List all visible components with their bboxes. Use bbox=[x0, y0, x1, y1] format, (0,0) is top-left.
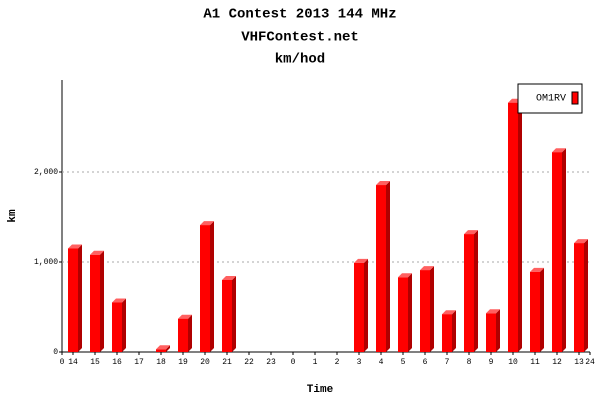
bar-top bbox=[68, 244, 82, 249]
bar bbox=[530, 271, 540, 352]
bar bbox=[486, 313, 496, 352]
bar bbox=[200, 225, 210, 352]
chart-subtitle: VHFContest.net bbox=[241, 30, 359, 46]
bar-side bbox=[562, 148, 566, 352]
y-tick-label: 0 bbox=[53, 348, 58, 357]
bar-side bbox=[78, 244, 82, 352]
bar bbox=[222, 280, 232, 352]
bar-top bbox=[178, 314, 192, 319]
bar-top bbox=[552, 148, 566, 153]
bar-side bbox=[122, 298, 126, 352]
bar-side bbox=[364, 258, 368, 352]
bar-top bbox=[112, 298, 126, 303]
x-tick-label: 15 bbox=[90, 358, 100, 367]
bar bbox=[464, 234, 474, 352]
bar bbox=[112, 302, 122, 352]
bar-side bbox=[166, 345, 170, 352]
bar bbox=[552, 152, 562, 352]
x-tick-label: 20 bbox=[200, 358, 210, 367]
bar-top bbox=[222, 276, 236, 280]
x-tick-label: 3 bbox=[357, 358, 362, 367]
y-tick-label: 2,000 bbox=[34, 168, 58, 177]
bar bbox=[354, 262, 364, 352]
bar-top bbox=[156, 345, 170, 350]
bar bbox=[442, 314, 452, 352]
x-tick-label: 11 bbox=[530, 358, 540, 367]
bar-top bbox=[354, 258, 368, 263]
bar bbox=[90, 254, 100, 352]
x-tick-label: 2 bbox=[335, 358, 340, 367]
x-tick-label: 18 bbox=[156, 358, 166, 367]
bar-side bbox=[496, 309, 500, 352]
bar-side bbox=[386, 181, 390, 352]
bar-top bbox=[442, 310, 456, 315]
bar-side bbox=[474, 230, 478, 352]
x-tick-label: 14 bbox=[68, 358, 78, 367]
y-tick-label: 1,000 bbox=[34, 258, 58, 267]
bar bbox=[156, 349, 166, 352]
bar-top bbox=[486, 309, 500, 314]
chart-title: A1 Contest 2013 144 MHz bbox=[203, 7, 396, 23]
x-tick-label: 13 bbox=[574, 358, 584, 367]
x-tick-label: 0 bbox=[291, 358, 296, 367]
x-tick-label: 1 bbox=[313, 358, 318, 367]
y-axis-label: km bbox=[7, 209, 19, 223]
bar-side bbox=[210, 221, 214, 352]
bar-top bbox=[200, 221, 214, 226]
bar-top bbox=[420, 266, 434, 271]
x-tick-label: 5 bbox=[401, 358, 406, 367]
bar-side bbox=[408, 273, 412, 352]
x-tick-label: 12 bbox=[552, 358, 562, 367]
bar-top bbox=[90, 250, 104, 255]
bar-side bbox=[188, 314, 192, 352]
bar-top bbox=[464, 230, 478, 235]
bar bbox=[376, 185, 386, 352]
bar-top bbox=[574, 239, 588, 244]
x-tick-label: 8 bbox=[467, 358, 472, 367]
bar-side bbox=[452, 310, 456, 352]
x-tick-label: 16 bbox=[112, 358, 122, 367]
x-tick-label: 10 bbox=[508, 358, 518, 367]
bar bbox=[398, 277, 408, 352]
x-tick-label: 23 bbox=[266, 358, 276, 367]
x-tick-label: 4 bbox=[379, 358, 384, 367]
legend-box bbox=[517, 83, 583, 114]
x-tick-label: 19 bbox=[178, 358, 188, 367]
x-tick-label: 9 bbox=[489, 358, 494, 367]
bar-top bbox=[530, 267, 544, 272]
chart-subtitle: km/hod bbox=[275, 52, 325, 68]
x-tick-label: 21 bbox=[222, 358, 232, 367]
x-tick-label: 0 bbox=[60, 358, 65, 367]
bar bbox=[420, 270, 430, 352]
x-tick-label: 24 bbox=[585, 358, 595, 367]
bar-side bbox=[100, 250, 104, 352]
bar bbox=[68, 248, 78, 352]
bar-side bbox=[540, 267, 544, 352]
bar-top bbox=[376, 181, 390, 186]
x-axis-label: Time bbox=[307, 384, 334, 396]
bar-side bbox=[518, 98, 522, 352]
legend-swatch bbox=[571, 91, 579, 105]
x-tick-label: 6 bbox=[423, 358, 428, 367]
bar-side bbox=[584, 239, 588, 352]
x-tick-label: 17 bbox=[134, 358, 144, 367]
bar-side bbox=[232, 276, 236, 352]
x-tick-label: 7 bbox=[445, 358, 450, 367]
bar bbox=[574, 243, 584, 352]
legend-label: OM1RV bbox=[536, 94, 566, 105]
x-tick-label: 22 bbox=[244, 358, 254, 367]
bar bbox=[508, 102, 518, 352]
bar bbox=[178, 318, 188, 352]
bar-side bbox=[430, 266, 434, 352]
bar-top bbox=[398, 273, 412, 278]
